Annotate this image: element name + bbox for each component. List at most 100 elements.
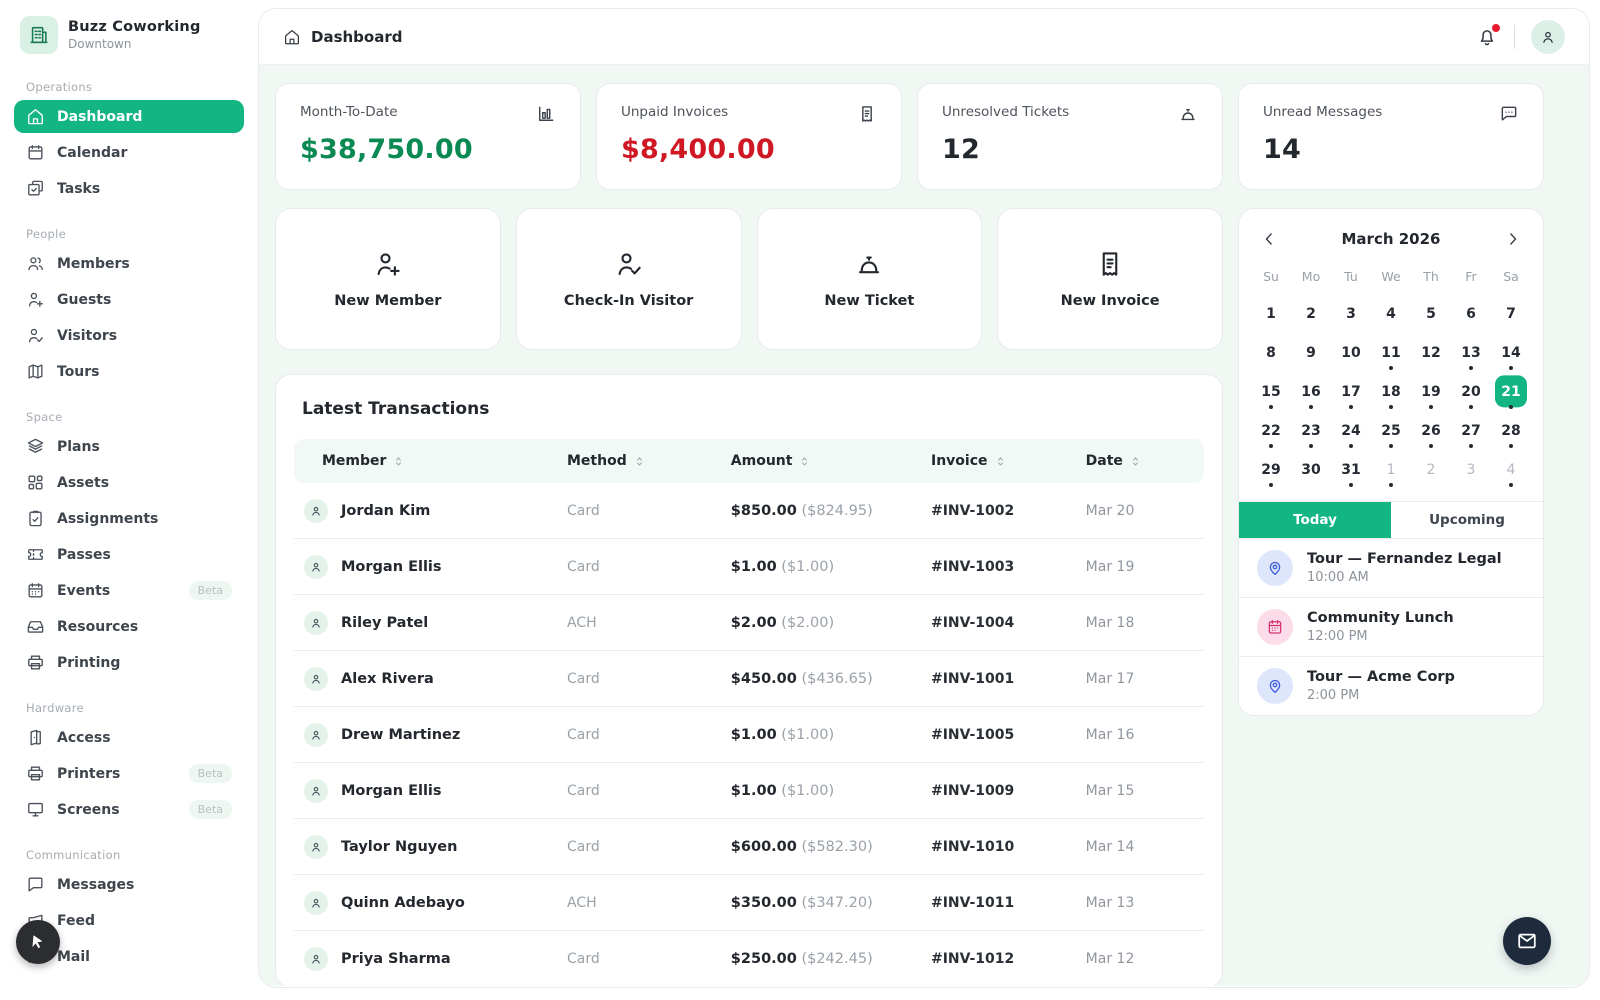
check-in-visitor-button[interactable]: Check-In Visitor: [515, 208, 742, 350]
calendar-day-16[interactable]: 16: [1291, 372, 1331, 411]
calendar-day-18[interactable]: 18: [1371, 372, 1411, 411]
calendar-next-button[interactable]: [1503, 229, 1523, 249]
transaction-row[interactable]: Quinn Adebayo ACH $350.00 ($347.20) #INV-10…: [294, 875, 1204, 931]
sidebar-item-assignments[interactable]: Assignments: [14, 502, 244, 535]
calendar-day-14[interactable]: 14: [1491, 333, 1531, 372]
calendar-day-7[interactable]: 7: [1491, 294, 1531, 333]
column-header-amount[interactable]: Amount: [731, 453, 931, 469]
calendar-day-26[interactable]: 26: [1411, 411, 1451, 450]
day-number: 2: [1426, 461, 1436, 478]
invoice-number: #INV-1010: [930, 838, 1015, 855]
sidebar-item-tours[interactable]: Tours: [14, 355, 244, 388]
sidebar-item-printers[interactable]: Printers Beta: [14, 757, 244, 790]
events-list: Tour — Fernandez Legal 10:00 AM Community …: [1239, 539, 1543, 715]
calendar-day-3[interactable]: 3: [1331, 294, 1371, 333]
sidebar-item-dashboard[interactable]: Dashboard: [14, 100, 244, 133]
mail-fab-button[interactable]: [1503, 917, 1551, 965]
event-item[interactable]: Tour — Acme Corp 2:00 PM: [1239, 657, 1543, 715]
calendar-day-17[interactable]: 17: [1331, 372, 1371, 411]
calendar-day-15[interactable]: 15: [1251, 372, 1291, 411]
calendar-day-6[interactable]: 6: [1451, 294, 1491, 333]
sidebar-item-access[interactable]: Access: [14, 721, 244, 754]
day-number: 1: [1266, 305, 1276, 322]
new-member-button[interactable]: New Member: [275, 208, 501, 350]
calendar-day-9[interactable]: 9: [1291, 333, 1331, 372]
transaction-row[interactable]: Taylor Nguyen Card $600.00 ($582.30) #INV-1…: [294, 819, 1204, 875]
sidebar-item-messages[interactable]: Messages: [14, 868, 244, 901]
calendar-day-5[interactable]: 5: [1411, 294, 1451, 333]
avatar: [304, 890, 328, 915]
transaction-row[interactable]: Riley Patel ACH $2.00 ($2.00) #INV-1004 Mar …: [294, 595, 1204, 651]
stat-label: Month-To-Date: [300, 104, 398, 120]
calendar-day-4-next-month[interactable]: 4: [1491, 450, 1531, 489]
column-header-method[interactable]: Method: [567, 453, 731, 469]
sidebar-item-assets[interactable]: Assets: [14, 466, 244, 499]
calendar-day-22[interactable]: 22: [1251, 411, 1291, 450]
amount: $1.00 ($1.00): [730, 726, 835, 743]
sidebar-item-visitors[interactable]: Visitors: [14, 319, 244, 352]
receipt-icon: [862, 106, 872, 122]
calendar-day-21[interactable]: 21: [1491, 372, 1531, 411]
event-item[interactable]: Community Lunch 12:00 PM: [1239, 598, 1543, 657]
calendar-day-12[interactable]: 12: [1411, 333, 1451, 372]
transaction-row[interactable]: Jordan Kim Card $850.00 ($824.95) #INV-1002…: [294, 483, 1204, 539]
calendar-day-23[interactable]: 23: [1291, 411, 1331, 450]
calendar-day-24[interactable]: 24: [1331, 411, 1371, 450]
calendar-day-28[interactable]: 28: [1491, 411, 1531, 450]
calendar-day-19[interactable]: 19: [1411, 372, 1451, 411]
day-number: 8: [1266, 344, 1276, 361]
transaction-row[interactable]: Morgan Ellis Card $1.00 ($1.00) #INV-1003 Ma…: [294, 539, 1204, 595]
cursor-icon: [32, 935, 43, 949]
calendar-day-1[interactable]: 1: [1251, 294, 1291, 333]
calendar-prev-button[interactable]: [1259, 229, 1279, 249]
calendar-day-4[interactable]: 4: [1371, 294, 1411, 333]
tab-upcoming[interactable]: Upcoming: [1391, 502, 1543, 538]
notifications-button[interactable]: [1476, 23, 1500, 48]
tasks-icon: [26, 179, 45, 198]
event-dot: [1389, 444, 1393, 448]
event-item[interactable]: Tour — Fernandez Legal 10:00 AM: [1239, 539, 1543, 598]
calendar-day-13[interactable]: 13: [1451, 333, 1491, 372]
member-name: Taylor Nguyen: [341, 838, 458, 855]
transaction-row[interactable]: Priya Sharma Card $250.00 ($242.45) #INV-10…: [294, 931, 1204, 986]
calendar-day-3-next-month[interactable]: 3: [1451, 450, 1491, 489]
sidebar-item-screens[interactable]: Screens Beta: [14, 793, 244, 826]
new-invoice-button[interactable]: New Invoice: [997, 208, 1223, 350]
calendar-day-2[interactable]: 2: [1291, 294, 1331, 333]
sidebar-item-label: Tours: [57, 363, 100, 380]
transaction-row[interactable]: Morgan Ellis Card $1.00 ($1.00) #INV-1009 Ma…: [294, 763, 1204, 819]
calendar-day-30[interactable]: 30: [1291, 450, 1331, 489]
transaction-date: Mar 14: [1085, 838, 1135, 855]
calendar-day-11[interactable]: 11: [1371, 333, 1411, 372]
tab-today[interactable]: Today: [1239, 502, 1391, 538]
sidebar-item-events[interactable]: Events Beta: [14, 574, 244, 607]
sidebar-item-guests[interactable]: Guests: [14, 283, 244, 316]
stat-card-unpaid-invoices: Unpaid Invoices $8,400.00: [596, 83, 902, 190]
payment-method: Card: [567, 838, 600, 855]
calendar-day-2-next-month[interactable]: 2: [1411, 450, 1451, 489]
new-ticket-button[interactable]: New Ticket: [756, 208, 983, 350]
calendar-day-25[interactable]: 25: [1371, 411, 1411, 450]
transaction-row[interactable]: Alex Rivera Card $450.00 ($436.65) #INV-100…: [294, 651, 1204, 707]
sidebar-item-passes[interactable]: Passes: [14, 538, 244, 571]
calendar-day-20[interactable]: 20: [1451, 372, 1491, 411]
column-header-date[interactable]: Date: [1086, 453, 1204, 469]
brand[interactable]: Buzz Coworking Downtown: [14, 16, 244, 58]
sidebar-item-members[interactable]: Members: [14, 247, 244, 280]
calendar-day-10[interactable]: 10: [1331, 333, 1371, 372]
bar-chart-icon: [536, 104, 556, 124]
calendar-day-27[interactable]: 27: [1451, 411, 1491, 450]
transaction-row[interactable]: Drew Martinez Card $1.00 ($1.00) #INV-1005 M…: [294, 707, 1204, 763]
sidebar-item-plans[interactable]: Plans: [14, 430, 244, 463]
sidebar-item-tasks[interactable]: Tasks: [14, 172, 244, 205]
column-header-invoice[interactable]: Invoice: [931, 453, 1086, 469]
calendar-day-29[interactable]: 29: [1251, 450, 1291, 489]
sidebar-item-printing[interactable]: Printing: [14, 646, 244, 679]
column-header-member[interactable]: Member: [294, 453, 567, 469]
sidebar-item-resources[interactable]: Resources: [14, 610, 244, 643]
sidebar-item-calendar[interactable]: Calendar: [14, 136, 244, 169]
user-avatar-button[interactable]: [1531, 19, 1565, 54]
calendar-day-8[interactable]: 8: [1251, 333, 1291, 372]
calendar-day-1-next-month[interactable]: 1: [1371, 450, 1411, 489]
calendar-day-31[interactable]: 31: [1331, 450, 1371, 489]
